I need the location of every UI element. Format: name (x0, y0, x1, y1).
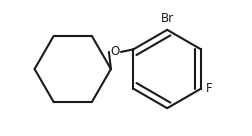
Text: O: O (110, 45, 120, 58)
Text: Br: Br (161, 12, 174, 25)
Text: F: F (206, 82, 213, 95)
